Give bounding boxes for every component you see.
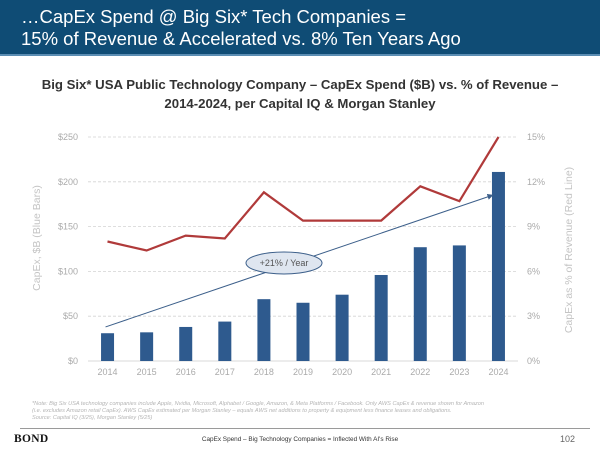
left-axis-ticks: $0 $50 $100 $150 $200 $250 xyxy=(58,132,78,366)
right-tick-label: 6% xyxy=(527,266,540,276)
annotation-label: +21% / Year xyxy=(260,258,309,268)
chart-title-line-1: Big Six* USA Public Technology Company –… xyxy=(41,77,559,92)
x-tick-label: 2017 xyxy=(215,367,235,377)
footnote-source: Source: Capital IQ (3/25), Morgan Stanle… xyxy=(32,415,153,422)
left-tick-label: $250 xyxy=(58,132,78,142)
capex-chart: $0 $50 $100 $150 $200 $250 0% 3% 6% 9% 12% 15% 201… xyxy=(31,132,575,377)
x-tick-label: 2021 xyxy=(371,367,391,377)
footnote: *Note: Big Six USA technology companies … xyxy=(32,401,592,423)
capex-bar xyxy=(218,321,232,361)
bond-logo: BOND xyxy=(14,433,49,445)
x-tick-label: 2022 xyxy=(410,367,430,377)
capex-bar xyxy=(140,332,154,361)
right-tick-label: 9% xyxy=(527,222,540,232)
capex-bar xyxy=(179,326,193,361)
slide-header: …CapEx Spend @ Big Six* Tech Companies =… xyxy=(0,0,600,56)
x-tick-label: 2023 xyxy=(449,367,469,377)
right-tick-label: 3% xyxy=(527,311,540,321)
capex-bar xyxy=(452,245,466,361)
capex-bar xyxy=(374,274,388,361)
right-tick-label: 12% xyxy=(527,177,545,187)
capex-bar xyxy=(101,333,115,361)
x-tick-label: 2014 xyxy=(98,367,118,377)
chart-title-line-2: 2014-2024, per Capital IQ & Morgan Stanl… xyxy=(164,96,436,111)
footnote-line-1: *Note: Big Six USA technology companies … xyxy=(32,401,484,407)
pct-revenue-line xyxy=(107,136,500,252)
left-tick-label: $200 xyxy=(58,177,78,187)
left-tick-label: $0 xyxy=(68,356,78,366)
capex-bar xyxy=(296,302,310,361)
x-tick-label: 2016 xyxy=(176,367,196,377)
x-tick-label: 2024 xyxy=(488,367,508,377)
x-tick-label: 2015 xyxy=(137,367,157,377)
capex-pct-line xyxy=(107,136,500,252)
capex-bar xyxy=(335,294,349,361)
growth-annotation: +21% / Year xyxy=(105,194,494,328)
left-tick-label: $100 xyxy=(58,266,78,276)
right-tick-label: 15% xyxy=(527,132,545,142)
footnote-line-2: (i.e. excludes Amazon retail CapEx). AWS… xyxy=(32,408,452,415)
footer-caption: CapEx Spend – Big Technology Companies =… xyxy=(201,436,399,443)
left-tick-label: $50 xyxy=(63,311,78,321)
annotation-oval xyxy=(245,251,323,275)
footer-divider xyxy=(20,428,590,429)
x-axis-ticks: 2014 2015 2016 2017 2018 2019 2020 2021 2022 2023… xyxy=(98,367,509,377)
left-tick-label: $150 xyxy=(58,222,78,232)
x-tick-label: 2018 xyxy=(254,367,274,377)
right-axis-ticks: 0% 3% 6% 9% 12% 15% xyxy=(527,132,545,366)
slide-title-line-2: 15% of Revenue & Accelerated vs. 8% Ten … xyxy=(21,28,461,49)
right-tick-label: 0% xyxy=(527,356,540,366)
x-tick-label: 2019 xyxy=(293,367,313,377)
capex-bar xyxy=(491,171,505,361)
left-axis-title: CapEx, $B (Blue Bars) xyxy=(31,185,43,291)
x-tick-label: 2020 xyxy=(332,367,352,377)
slide-title-line-1: …CapEx Spend @ Big Six* Tech Companies = xyxy=(21,6,407,27)
right-axis-title: CapEx as % of Revenue (Red Line) xyxy=(563,167,575,333)
capex-bar xyxy=(413,247,427,361)
capex-bars xyxy=(101,171,505,361)
capex-bar xyxy=(257,299,271,361)
page-number: 102 xyxy=(559,434,575,444)
